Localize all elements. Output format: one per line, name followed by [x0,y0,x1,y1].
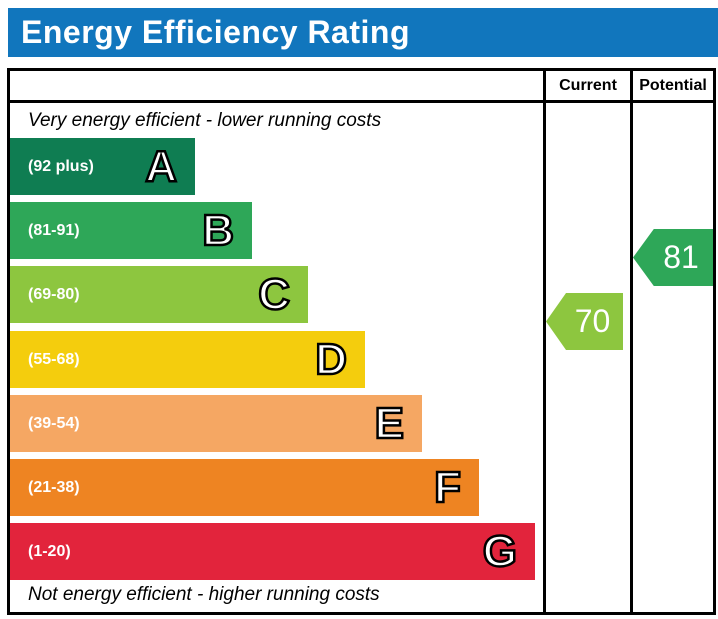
band-letter: G [482,526,519,578]
potential-rating-value: 81 [663,239,699,275]
band-row: (39-54) E [10,395,422,452]
band-row: (81-91) B [10,202,252,259]
potential-column-divider [630,71,633,612]
band-row: (1-20) G [10,523,535,580]
band-row: (55-68) D [10,331,365,388]
potential-rating-arrow: 81 [633,229,713,286]
band-range-label: (69-80) [28,285,80,303]
band-row: (92 plus) A [10,138,195,195]
band-letter: C [257,269,291,321]
current-rating-value: 70 [574,303,611,339]
current-rating-arrow: 70 [546,293,623,350]
band-row: (69-80) C [10,266,308,323]
band-range-label: (81-91) [28,221,80,239]
caption-not-efficient: Not energy efficient - higher running co… [28,584,380,605]
rating-table: Current Potential Very energy efficient … [7,68,716,615]
title-bar: Energy Efficiency Rating [8,8,718,57]
band-letter: A [144,141,178,193]
band-row: (21-38) F [10,459,479,516]
band-range-label: (92 plus) [28,157,94,175]
band-letter: F [433,462,462,514]
caption-very-efficient: Very energy efficient - lower running co… [28,110,382,131]
band-letter: B [201,205,235,257]
current-column-header: Current [559,76,617,94]
current-column-divider [543,71,546,612]
potential-column-header: Potential [639,76,707,94]
page-title: Energy Efficiency Rating [21,14,410,50]
header-divider [10,100,713,103]
band-range-label: (39-54) [28,414,80,432]
band-range-label: (55-68) [28,350,80,368]
band-range-label: (21-38) [28,478,80,496]
band-letter: D [314,334,348,386]
rating-table-body: Current Potential Very energy efficient … [10,71,713,612]
band-letter: E [373,398,405,450]
band-range-label: (1-20) [28,542,71,560]
